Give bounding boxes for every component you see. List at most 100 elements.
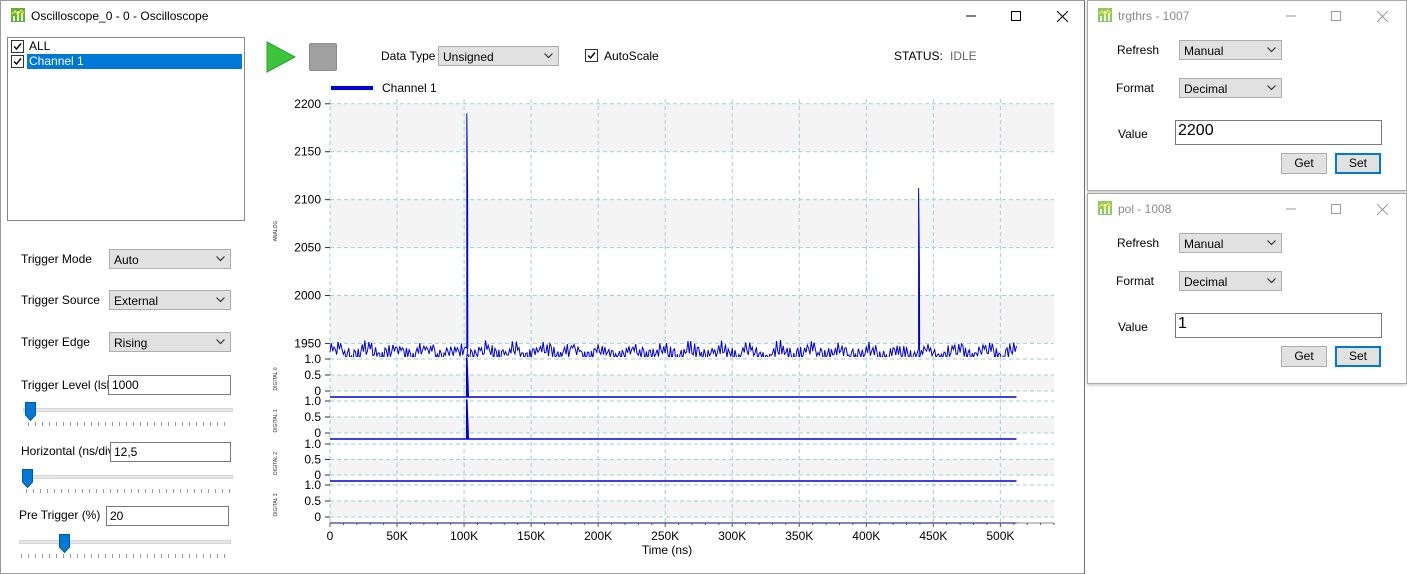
pre-trigger-label: Pre Trigger (%) xyxy=(19,508,101,522)
channel-label: ALL xyxy=(29,39,51,53)
digital-band xyxy=(330,501,1054,517)
channel-label: Channel 1 xyxy=(27,54,242,69)
digital-band xyxy=(330,375,1054,391)
trigger-edge-select[interactable]: Rising xyxy=(109,332,231,352)
format-label: Format xyxy=(1116,274,1155,288)
digital-side-label: DIGITAL 1 xyxy=(273,409,279,432)
window-title: pol - 1008 xyxy=(1118,202,1172,216)
title-bar[interactable]: pol - 1008 xyxy=(1088,194,1406,224)
y-tick-label: 2150 xyxy=(294,145,321,159)
autoscale-label: AutoScale xyxy=(604,49,659,63)
channel-list-item-all[interactable]: ALL xyxy=(10,39,242,54)
horizontal-input[interactable]: 12,5 xyxy=(110,442,231,462)
trigger-level-slider-thumb[interactable] xyxy=(25,402,36,421)
trigger-source-value: External xyxy=(114,294,159,308)
trigger-edge-label: Trigger Edge xyxy=(21,335,90,349)
y-tick-label: 0.5 xyxy=(304,453,321,467)
x-tick-label: 50K xyxy=(386,529,407,543)
trigger-source-select[interactable]: External xyxy=(109,290,231,310)
trigger-source-label: Trigger Source xyxy=(21,293,100,307)
y-tick-label: 0.5 xyxy=(304,368,321,382)
close-button[interactable] xyxy=(1359,194,1405,224)
title-bar[interactable]: Oscilloscope_0 - 0 - Oscilloscope xyxy=(1,1,1084,31)
set-button[interactable]: Set xyxy=(1335,153,1381,174)
maximize-button[interactable] xyxy=(1313,194,1359,224)
digital-band xyxy=(330,459,1054,475)
close-button[interactable] xyxy=(1359,1,1405,31)
legend-swatch xyxy=(331,86,373,90)
channel-list[interactable]: ALL Channel 1 xyxy=(7,37,245,221)
analog-trace xyxy=(329,113,1017,365)
y-tick-label: 2050 xyxy=(294,241,321,255)
pre-trigger-input[interactable]: 20 xyxy=(106,506,229,526)
maximize-icon xyxy=(1331,11,1341,21)
maximize-icon xyxy=(1011,11,1021,21)
digital-side-label: DIGITAL 3 xyxy=(273,493,279,516)
analog-band xyxy=(330,295,1054,344)
format-select[interactable]: Decimal xyxy=(1179,78,1282,98)
trigger-level-label: Trigger Level (lsb) xyxy=(21,378,118,392)
minimize-icon xyxy=(1286,15,1296,17)
checkmark-icon xyxy=(13,58,22,66)
minimize-button[interactable] xyxy=(1268,1,1314,31)
title-bar[interactable]: trgthrs - 1007 xyxy=(1088,1,1406,31)
y-tick-label: 1.0 xyxy=(304,478,321,492)
refresh-select[interactable]: Manual xyxy=(1179,233,1282,253)
get-button[interactable]: Get xyxy=(1281,346,1327,367)
refresh-value: Manual xyxy=(1184,237,1224,251)
trigger-mode-label: Trigger Mode xyxy=(21,252,92,266)
refresh-value: Manual xyxy=(1184,44,1224,58)
refresh-label: Refresh xyxy=(1117,43,1160,57)
y-tick-label: 0 xyxy=(314,384,321,398)
register-window-pol: pol - 1008 Refresh Manual Format Decimal… xyxy=(1087,193,1407,384)
maximize-icon xyxy=(1331,204,1341,214)
y-tick-label: 2100 xyxy=(294,193,321,207)
pre-trigger-slider-track[interactable] xyxy=(19,540,231,544)
x-axis-title: Time (ns) xyxy=(642,543,692,557)
app-icon xyxy=(1098,8,1112,22)
channel-all-checkbox[interactable] xyxy=(11,40,24,53)
x-tick-label: 350K xyxy=(785,529,813,543)
chevron-down-icon xyxy=(544,53,553,59)
trigger-level-slider-track[interactable] xyxy=(23,408,233,412)
trigger-level-input[interactable]: 1000 xyxy=(108,375,231,395)
digital-side-label: DIGITAL 0 xyxy=(273,367,279,390)
maximize-button[interactable] xyxy=(1313,1,1359,31)
channel-list-item-channel-1[interactable]: Channel 1 xyxy=(10,54,242,69)
y-tick-label: 0 xyxy=(314,426,321,440)
trigger-mode-value: Auto xyxy=(114,253,139,267)
register-window-trgthrs: trgthrs - 1007 Refresh Manual Format Dec… xyxy=(1087,0,1407,191)
close-button[interactable] xyxy=(1039,1,1085,31)
minimize-button[interactable] xyxy=(1268,194,1314,224)
play-icon[interactable] xyxy=(265,41,297,73)
channel-1-checkbox[interactable] xyxy=(11,55,24,68)
y-tick-label: 0.5 xyxy=(304,410,321,424)
data-type-label: Data Type xyxy=(381,49,436,63)
data-type-select[interactable]: Unsigned xyxy=(438,46,559,66)
trigger-mode-select[interactable]: Auto xyxy=(109,249,231,269)
checkmark-icon xyxy=(587,52,596,60)
pre-trigger-slider-thumb[interactable] xyxy=(59,534,70,553)
chevron-down-icon xyxy=(1267,47,1276,53)
get-button[interactable]: Get xyxy=(1281,153,1327,174)
digital-trace xyxy=(330,399,1017,440)
value-input[interactable]: 1 xyxy=(1175,313,1382,338)
window-title: trgthrs - 1007 xyxy=(1118,9,1190,23)
format-select[interactable]: Decimal xyxy=(1179,271,1282,291)
autoscale-checkbox[interactable] xyxy=(585,49,598,62)
value-label: Value xyxy=(1118,320,1148,334)
y-tick-label: 0 xyxy=(314,468,321,482)
set-button[interactable]: Set xyxy=(1335,346,1381,367)
y-tick-label: 2000 xyxy=(294,288,321,302)
maximize-button[interactable] xyxy=(993,1,1039,31)
value-input[interactable]: 2200 xyxy=(1175,120,1382,145)
horizontal-slider-track[interactable] xyxy=(23,475,233,479)
oscilloscope-chart[interactable]: 220021502100205020001950ANALOG1.00.50DIG… xyxy=(261,91,1071,566)
horizontal-slider-thumb[interactable] xyxy=(22,469,33,488)
minimize-button[interactable] xyxy=(948,1,994,31)
digital-band xyxy=(330,417,1054,433)
value-label: Value xyxy=(1118,127,1148,141)
refresh-select[interactable]: Manual xyxy=(1179,40,1282,60)
minimize-icon xyxy=(966,15,976,17)
stop-icon[interactable] xyxy=(309,43,337,71)
